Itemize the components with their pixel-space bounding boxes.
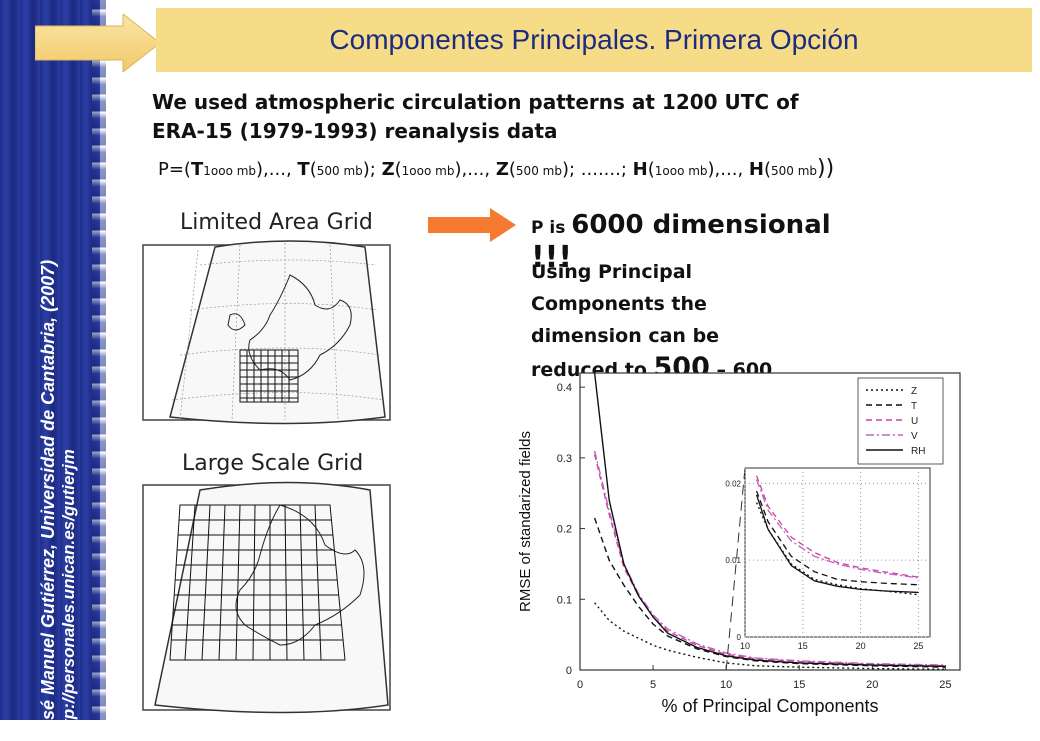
orange-arrow-icon <box>428 208 516 242</box>
sidebar <box>0 0 100 720</box>
y-tick-label: 0.3 <box>557 453 572 465</box>
large-scale-map <box>142 481 391 714</box>
large-grid <box>169 504 346 661</box>
y-tick-label: 0.2 <box>557 524 572 536</box>
rmse-chart: 0 5 10 15 20 25 0 0.1 0.2 0.3 0.4 % of Principal Co… <box>517 372 961 716</box>
formula-h: H <box>748 159 764 180</box>
y-tick-label: 0 <box>566 665 572 677</box>
dimension-exclaim: !!! <box>531 240 573 275</box>
formula-end: )) <box>817 156 835 181</box>
x-tick-label: 25 <box>939 679 951 691</box>
intro-text: We used atmospheric circulation patterns… <box>152 90 799 143</box>
title-arrow-icon <box>35 14 160 72</box>
legend-label: U <box>911 416 918 427</box>
formula-sep: ),..., <box>454 159 491 180</box>
inset-x-tick-label: 20 <box>856 641 866 651</box>
large-grid-title: Large Scale Grid <box>182 451 363 476</box>
formula-prefix: P=( <box>158 159 191 180</box>
formula-close: ); <box>561 159 576 180</box>
series-line-rh <box>593 372 946 668</box>
inset-x-tick-label: 15 <box>798 641 808 651</box>
inset-y-tick-label: 0 <box>737 633 742 642</box>
formula-sep: ),..., <box>256 159 292 180</box>
formula: P=(T1ooo mb),..., T(500 mb); Z(1ooo mb),… <box>158 156 835 181</box>
inset-series-line-rh <box>755 494 919 594</box>
dimension-number: 6000 <box>571 210 644 240</box>
y-tick-label: 0.1 <box>557 594 572 606</box>
formula-sep: ),..., <box>707 159 744 180</box>
map-boundary <box>169 240 386 425</box>
x-tick-label: 5 <box>650 679 656 691</box>
x-tick-label: 0 <box>577 679 583 691</box>
formula-dots: .......; <box>580 159 627 180</box>
inset-series-line-t <box>755 490 919 586</box>
legend-label: V <box>911 431 918 442</box>
inset-x-tick-label: 25 <box>913 641 923 651</box>
inset-series-line-v <box>755 479 919 579</box>
y-axis-label: RMSE of standarized fields <box>517 431 534 612</box>
legend-label: T <box>911 401 917 412</box>
sidebar-torn-edge <box>92 0 106 720</box>
limited-area-map <box>142 240 391 425</box>
map-boundary <box>154 481 389 714</box>
x-tick-label: 15 <box>793 679 805 691</box>
x-tick-label: 20 <box>866 679 878 691</box>
inset-connector <box>725 467 746 671</box>
formula-lvl: 1ooo mb <box>401 164 455 178</box>
inset-y-tick-label: 0.02 <box>725 479 741 488</box>
pca-reduction-text: Using Principal Components the dimension… <box>531 256 851 386</box>
formula-lvl: 500 mb <box>771 164 818 178</box>
formula-lvl: 1ooo mb <box>654 164 708 178</box>
inset-x-tick-label: 10 <box>740 641 750 651</box>
formula-lvl: 1ooo mb <box>203 164 257 178</box>
europe-coastline <box>235 504 365 646</box>
limited-grid <box>239 349 299 403</box>
formula-t: T <box>297 159 310 180</box>
limited-grid-title: Limited Area Grid <box>180 210 373 235</box>
inset-frame <box>744 467 931 638</box>
y-tick-label: 0.4 <box>557 382 572 394</box>
legend-box <box>857 377 944 465</box>
inset-y-tick-label: 0.01 <box>725 556 741 565</box>
page-title: Componentes Principales. Primera Opción <box>329 24 859 55</box>
pca-line: Components the <box>531 293 707 315</box>
map-graticule <box>171 243 384 421</box>
author-credit-name: José Manuel Gutiérrez, Universidad de Ca… <box>38 259 58 741</box>
x-axis-label: % of Principal Components <box>661 696 878 716</box>
legend-label: RH <box>911 446 925 457</box>
legend-label: Z <box>911 386 917 397</box>
x-tick-label: 10 <box>720 679 732 691</box>
formula-z: Z <box>381 159 395 180</box>
author-credit: José Manuel Gutiérrez, Universidad de Ca… <box>37 101 79 741</box>
title-bar: Componentes Principales. Primera Opción <box>156 8 1032 72</box>
inset-series-line-u <box>755 475 919 578</box>
dimension-suffix: dimensional <box>643 210 831 240</box>
formula-t: T <box>190 159 204 180</box>
formula-lvl: 500 mb <box>515 164 562 178</box>
europe-coastline <box>227 274 352 381</box>
formula-lvl: 500 mb <box>316 164 363 178</box>
series-line-u <box>593 454 946 667</box>
grid-maps-figure: Limited Area Grid Large Scale Grid <box>142 210 391 714</box>
formula-h: H <box>632 159 648 180</box>
dimension-prefix: P is <box>531 218 572 238</box>
formula-close: ); <box>362 159 376 180</box>
pca-line: dimension can be <box>531 325 720 347</box>
author-credit-url: http://personales.unican.es/gutierjm <box>59 449 78 741</box>
formula-z: Z <box>495 159 509 180</box>
dimension-text: P is 6000 dimensional !!! <box>531 205 871 275</box>
pca-line: Using Principal <box>531 261 693 283</box>
